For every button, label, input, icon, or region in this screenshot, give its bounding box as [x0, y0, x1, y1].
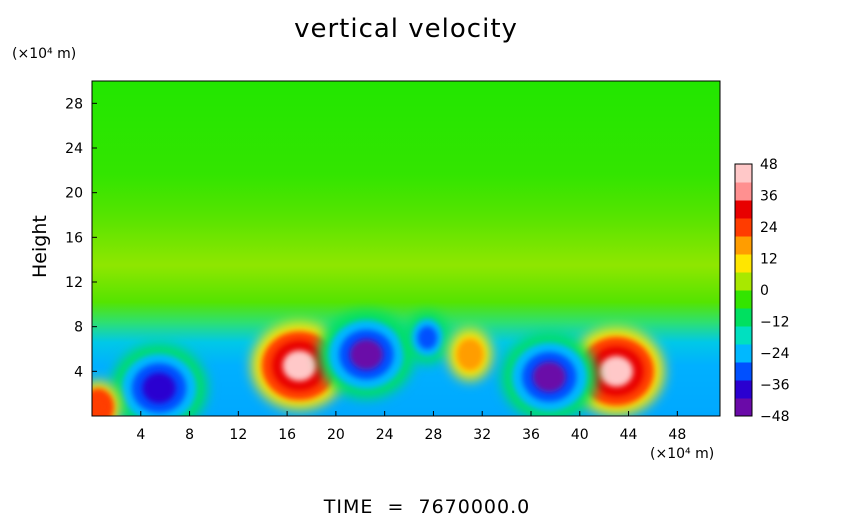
- colorbar-swatch: [735, 272, 752, 291]
- time-label: TIME: [323, 496, 374, 518]
- field-feature: [405, 311, 450, 364]
- field-feature: [92, 381, 121, 416]
- colorbar-swatch: [735, 398, 752, 417]
- y-tick-label: 12: [65, 275, 83, 291]
- colorbar-tick-label: −48: [760, 409, 790, 425]
- colorbar-tick-label: 48: [760, 157, 778, 173]
- time-value: 7670000.0: [418, 496, 531, 518]
- colorbar-swatch: [735, 344, 752, 363]
- x-tick-label: 16: [278, 427, 296, 443]
- colorbar-swatch: [735, 380, 752, 399]
- field-feature: [568, 327, 665, 416]
- x-tick-label: 44: [620, 427, 638, 443]
- x-tick-label: 48: [668, 427, 686, 443]
- colorbar-swatch: [735, 164, 752, 183]
- y-tick-label: 4: [74, 364, 83, 380]
- feature-contour: [456, 338, 484, 371]
- colorbar-tick-label: 12: [760, 252, 778, 268]
- feature-contour: [282, 350, 316, 382]
- field-feature: [111, 344, 208, 416]
- y-tick-label: 16: [65, 230, 83, 246]
- y-tick-label: 20: [65, 186, 83, 202]
- x-tick-label: 20: [327, 427, 345, 443]
- colorbar-frame: [734, 163, 753, 417]
- colorbar-swatch: [735, 290, 752, 309]
- colorbar-tick-label: −24: [760, 346, 790, 362]
- feature-contour: [532, 361, 566, 393]
- y-tick-label: 8: [74, 320, 83, 336]
- colorbar-tick-label: −36: [760, 378, 790, 394]
- colorbar-swatch: [735, 218, 752, 237]
- x-axis-unit: (×10⁴ m): [650, 446, 715, 462]
- y-axis: 4 8 12 16 20 24 28: [65, 96, 97, 380]
- colorbar: 48 36 24 12 0 −12 −24 −36 −48: [734, 157, 790, 425]
- x-tick-label: 4: [136, 427, 145, 443]
- colorbar-tick-label: 36: [760, 189, 778, 205]
- colorbar-swatch: [735, 326, 752, 345]
- x-tick-label: 28: [425, 427, 443, 443]
- y-tick-label: 28: [65, 96, 83, 112]
- x-tick-label: 40: [571, 427, 589, 443]
- feature-contour: [417, 326, 438, 350]
- colorbar-tick-label: 24: [760, 220, 778, 236]
- x-tick-label: 36: [522, 427, 540, 443]
- plot-area: [92, 81, 720, 416]
- field-feature: [318, 310, 415, 399]
- feature-contour: [92, 395, 108, 416]
- time-equals: =: [387, 496, 405, 518]
- feature-contour: [142, 372, 176, 404]
- time-stamp: TIME = 7670000.0: [0, 496, 854, 518]
- field-feature: [501, 332, 598, 416]
- colorbar-swatch: [735, 200, 752, 219]
- feature-contour: [599, 356, 634, 387]
- colorbar-swatch: [735, 254, 752, 273]
- plot-frame: [91, 80, 721, 417]
- chart-title: vertical velocity: [294, 14, 518, 44]
- colorbar-swatch: [735, 236, 752, 255]
- x-tick-label: 32: [473, 427, 491, 443]
- x-tick-label: 24: [376, 427, 394, 443]
- field-feature: [448, 328, 493, 381]
- colorbar-swatch: [735, 308, 752, 327]
- colorbar-tick-label: −12: [760, 315, 790, 331]
- y-tick-label: 24: [65, 141, 83, 157]
- x-tick-label: 12: [229, 427, 247, 443]
- colorbar-tick-label: 0: [760, 283, 769, 299]
- x-tick-label: 8: [185, 427, 194, 443]
- feature-contour: [349, 339, 384, 370]
- colorbar-swatch: [735, 182, 752, 201]
- field-features: [92, 310, 665, 416]
- colorbar-swatch: [735, 362, 752, 381]
- y-axis-unit: (×10⁴ m): [12, 46, 77, 62]
- x-axis: 4 8 12 16 20 24 28 32 36 40 44 48: [136, 411, 686, 443]
